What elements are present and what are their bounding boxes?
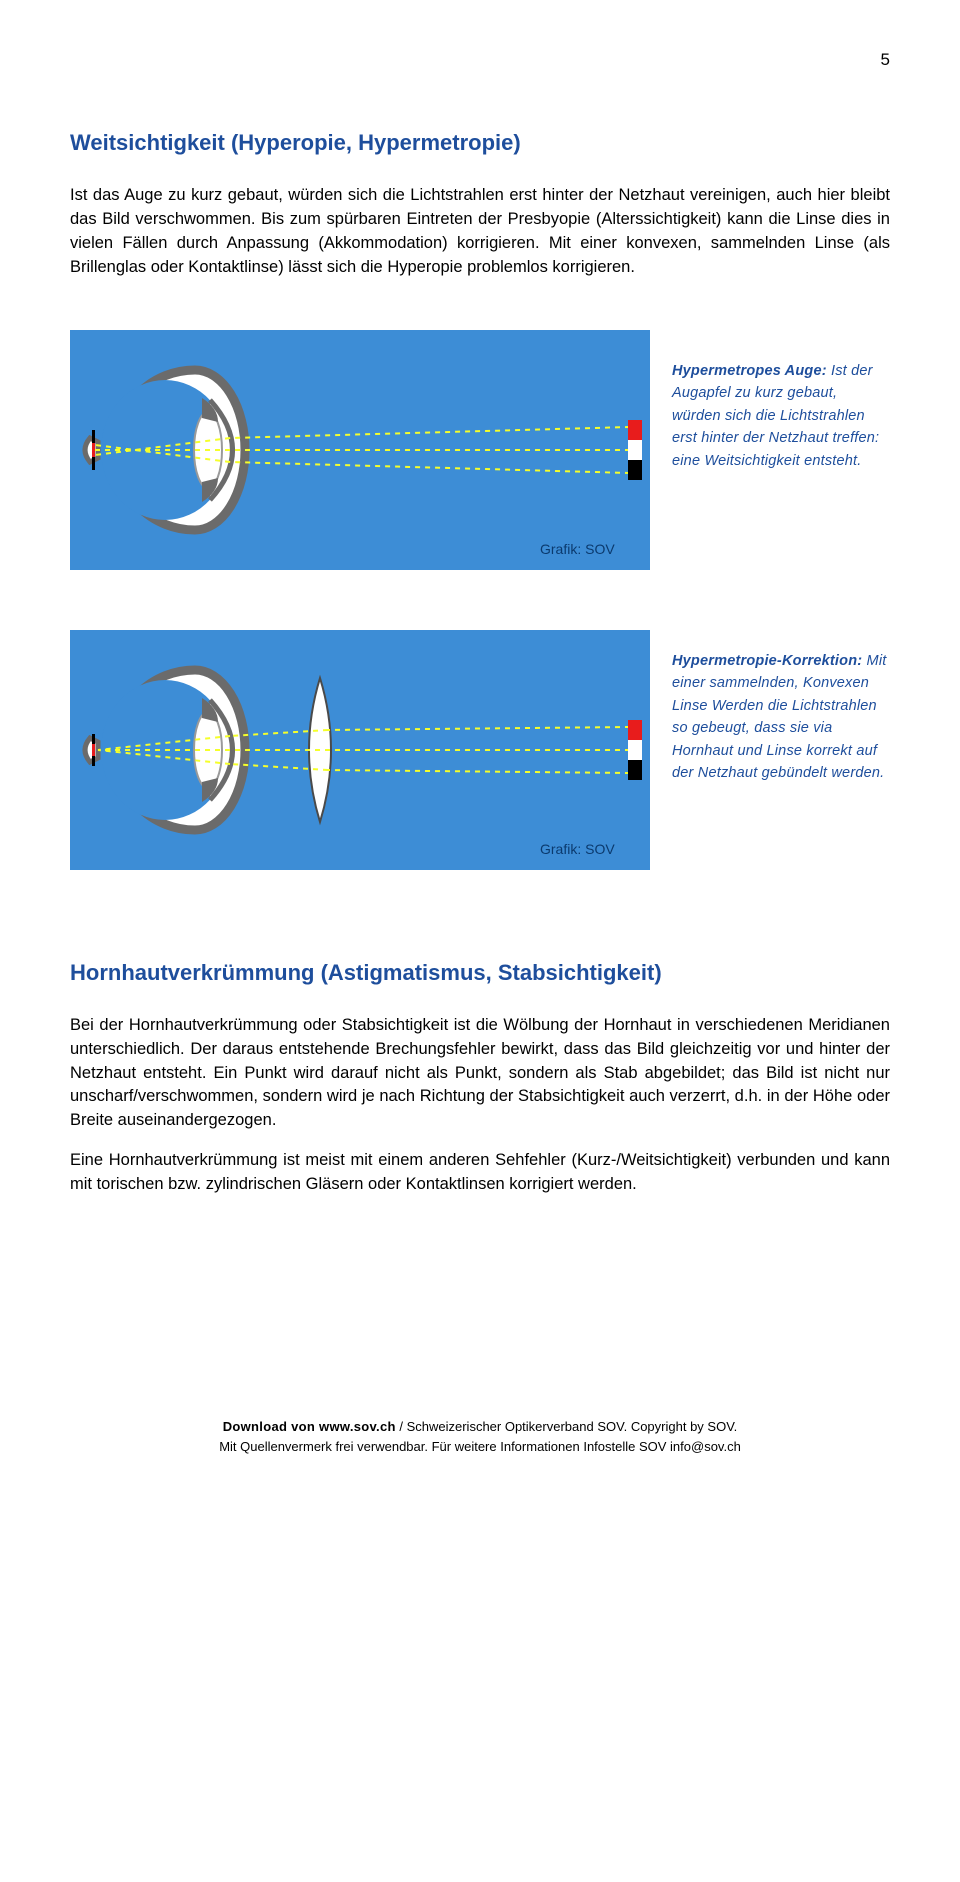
section1-heading: Weitsichtigkeit (Hyperopie, Hypermetropi… xyxy=(70,130,890,156)
diagram2-caption-title: Hypermetropie-Korrektion: xyxy=(672,653,862,669)
section2-heading: Hornhautverkrümmung (Astigmatismus, Stab… xyxy=(70,960,890,986)
footer-line1-rest: / Schweizerischer Optikerverband SOV. Co… xyxy=(396,1419,738,1434)
diagram1-caption-title: Hypermetropes Auge: xyxy=(672,363,827,379)
diagram2-svg: Grafik: SOV xyxy=(70,630,650,870)
diagram2-caption: Hypermetropie-Korrektion: Mit einer samm… xyxy=(672,630,890,785)
section2-paragraph2: Eine Hornhautverkrümmung ist meist mit e… xyxy=(70,1149,890,1197)
diagram1-block: Grafik: SOV Hypermetropes Auge: Ist der … xyxy=(70,330,890,570)
diagram1-credit: Grafik: SOV xyxy=(540,541,615,557)
diagram2-credit: Grafik: SOV xyxy=(540,841,615,857)
footer: Download von www.sov.ch / Schweizerische… xyxy=(70,1417,890,1456)
section2-paragraph1: Bei der Hornhautverkrümmung oder Stabsic… xyxy=(70,1014,890,1134)
diagram1-caption: Hypermetropes Auge: Ist der Augapfel zu … xyxy=(672,330,890,472)
section1-paragraph: Ist das Auge zu kurz gebaut, würden sich… xyxy=(70,184,890,280)
footer-line1-bold: Download von www.sov.ch xyxy=(223,1419,396,1434)
diagram2-block: Grafik: SOV Hypermetropie-Korrektion: Mi… xyxy=(70,630,890,870)
diagram1-svg: Grafik: SOV xyxy=(70,330,650,570)
footer-line2: Mit Quellenvermerk frei verwendbar. Für … xyxy=(70,1437,890,1457)
page-number: 5 xyxy=(70,50,890,70)
diagram2-caption-body: Mit einer sammelnden, Konvexen Linse Wer… xyxy=(672,653,886,781)
